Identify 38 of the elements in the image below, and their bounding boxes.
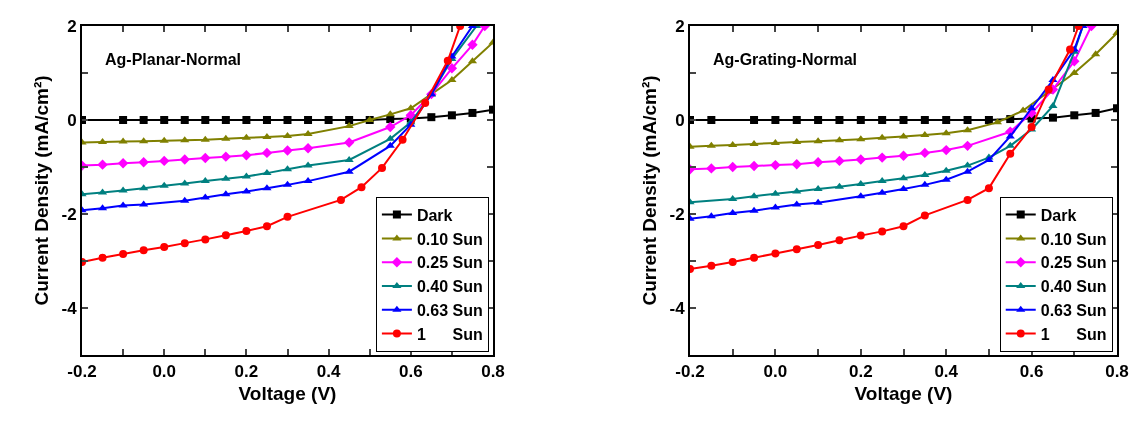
legend-label: 1 Sun: [416, 325, 483, 343]
x-tick-label: 0.8: [1105, 362, 1129, 382]
y-tick-label: -2: [61, 204, 77, 224]
x-tick-label: 0.4: [934, 362, 959, 382]
y-tick-label: -2: [669, 204, 685, 224]
x-tick-label: -0.2: [675, 362, 705, 382]
legend-label: 0.10 Sun: [416, 230, 483, 248]
legend-label: 0.63 Sun: [1040, 302, 1107, 320]
y-tick-label: 0: [67, 110, 77, 130]
x-tick-label: 0.0: [152, 362, 177, 382]
legend-label: 0.10 Sun: [1040, 230, 1107, 248]
y-tick-label: -4: [61, 298, 78, 318]
y-axis-title: Current Density (mA/cm²): [30, 75, 52, 306]
legend-label: 0.40 Sun: [1040, 278, 1107, 296]
y-tick-label: 2: [67, 16, 77, 36]
legend-label: Dark: [1040, 206, 1077, 224]
legend-label: 0.25 Sun: [1040, 254, 1107, 272]
y-tick-label: 0: [675, 110, 685, 130]
x-tick-label: 0.4: [316, 362, 341, 382]
x-axis-title: Voltage (V): [238, 382, 337, 404]
legend-label: 0.63 Sun: [416, 302, 483, 320]
text: Ag-Grating-Normal: [713, 51, 857, 68]
x-tick-label: 0.0: [763, 362, 788, 382]
text: Ag-Planar-Normal: [105, 51, 242, 68]
x-tick-label: 0.6: [1019, 362, 1044, 382]
y-tick-label: -4: [669, 298, 686, 318]
y-tick-label: 2: [675, 16, 685, 36]
legend-label: 0.25 Sun: [416, 254, 483, 272]
x-tick-label: 0.2: [234, 362, 259, 382]
y-axis-title: Current Density (mA/cm²): [638, 75, 660, 306]
legend-label: Dark: [416, 206, 453, 224]
legend-label: 0.40 Sun: [416, 278, 483, 296]
x-tick-label: 0.2: [848, 362, 873, 382]
x-tick-label: -0.2: [67, 362, 97, 382]
x-axis-title: Voltage (V): [854, 382, 953, 404]
x-tick-label: 0.8: [481, 362, 505, 382]
legend-label: 1 Sun: [1040, 325, 1107, 343]
x-tick-label: 0.6: [398, 362, 423, 382]
